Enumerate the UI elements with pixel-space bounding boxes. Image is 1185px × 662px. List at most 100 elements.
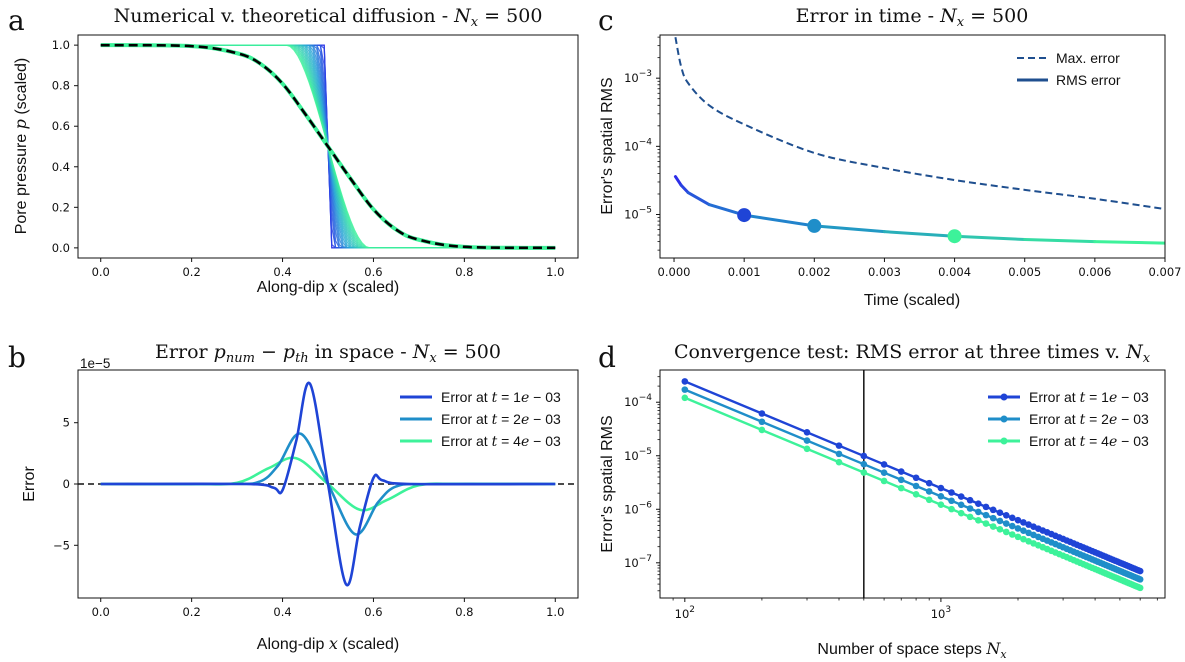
panel-d-title: Convergence test: RMS error at three tim…: [674, 341, 1151, 366]
panel-d-series-point: [957, 493, 965, 500]
panel-d-ytick-label: 10−7: [624, 554, 652, 570]
panel-d-series-point: [835, 450, 843, 458]
panel-d-series-point: [982, 520, 990, 527]
panel-d-ytick-label: 10−6: [624, 500, 652, 516]
legend-d-marker-1: [1000, 393, 1008, 401]
panel-d-series-point: [1025, 529, 1032, 537]
panel-c-rms-error-line: [1023, 237, 1097, 244]
panel-a-ylabel: Pore pressure p (scaled): [11, 58, 30, 235]
legend-d-label-2: Error at t = 2e − 03: [1029, 411, 1149, 428]
panel-d-series-point: [880, 461, 888, 468]
panel-b-ytick-label: 5: [63, 416, 70, 430]
panel-d-series-point: [1014, 533, 1022, 541]
panel-d-series-point: [925, 496, 933, 504]
panel-a-ytick-label: 0.2: [52, 200, 70, 214]
panel-c-xtick-label: 0.004: [938, 265, 971, 279]
panel-d-series-point: [860, 452, 868, 460]
panel-d-series-point: [989, 506, 997, 514]
panel-d-series-point: [966, 505, 974, 512]
panel-c-ytick-label: 10−4: [624, 137, 652, 153]
panel-d-series-point: [982, 511, 990, 519]
panel-d-series-point: [948, 505, 955, 513]
panel-c-rms-error-line: [1093, 240, 1165, 245]
panel-d-series-point: [1020, 535, 1027, 543]
panel-d-series-point: [912, 474, 920, 482]
panel-b-ytick-label: 0: [63, 477, 70, 491]
panel-d-series-point: [803, 428, 811, 436]
legend-c-label-rms: RMS error: [1056, 72, 1121, 88]
panel-d-series-point: [996, 517, 1004, 525]
panel-d-series-point: [925, 488, 933, 495]
panel-a-xtick-label: 0.2: [182, 265, 200, 279]
panel-b-plot-area: [78, 381, 578, 587]
panel-b-multiplier: 1e−5: [80, 356, 110, 371]
panel-a-ytick-label: 0.4: [52, 160, 70, 174]
panel-a-xtick-label: 0.8: [455, 265, 473, 279]
panel-c-xtick-label: 0.007: [1149, 265, 1182, 279]
panel-d-series-point: [996, 509, 1004, 516]
panel-d-series-point: [975, 500, 982, 507]
panel-c-time-marker: [737, 208, 752, 223]
panel-c-ytick-label: 10−3: [624, 69, 652, 85]
panel-d-series-point: [803, 445, 811, 453]
panel-a-xtick-label: 0.0: [92, 265, 110, 279]
panel-d-frame: [659, 369, 1166, 599]
panel-c-ylabel: Error's spatial RMS: [599, 77, 616, 214]
panel-d-series-point: [948, 497, 955, 505]
legend-b-label-1: Error at t = 1e − 03: [441, 389, 561, 406]
panel-c-xlabel: Time (scaled): [864, 292, 960, 309]
panel-b-xtick-label: 1.0: [546, 605, 564, 619]
panel-b-title: Error pnum − pth in space - Nx = 500: [155, 341, 501, 366]
panel-b-xtick-label: 0.2: [182, 605, 200, 619]
panel-d-series-point: [912, 491, 920, 498]
panel-c-plot-area: [673, 36, 1165, 245]
panel-d-series-point: [897, 468, 905, 475]
panel-a-ytick-label: 1.0: [52, 38, 70, 52]
legend-d-label-1: Error at t = 1e − 03: [1029, 389, 1149, 406]
panel-d-series-point: [1002, 520, 1010, 527]
panel-c-rms-error-line: [953, 234, 1027, 241]
panel-c-legend: Max. error RMS error: [1017, 50, 1121, 88]
panel-label-a: a: [8, 4, 25, 37]
panel-label-c: c: [598, 4, 614, 37]
panel-d-series-point: [1008, 531, 1016, 538]
panel-d-xtick-label: 103: [931, 605, 951, 621]
panel-a-frame: [77, 34, 579, 259]
panel-d-plot-area: [681, 370, 1144, 598]
panel-d-series-point: [1020, 527, 1027, 535]
panel-c-xtick-label: 0.000: [658, 265, 691, 279]
panel-d-series-point: [681, 394, 689, 402]
panel-d-series-point: [1020, 519, 1027, 526]
panel-d-series-point: [966, 513, 974, 521]
panel-d-series-point: [1136, 584, 1144, 592]
panel-d-series-point: [897, 476, 905, 484]
panel-d-series-point: [1002, 512, 1010, 519]
panel-d-series-point: [937, 493, 945, 500]
panel-d-series-point: [975, 508, 982, 516]
panel-d-series-point: [860, 460, 868, 468]
panel-c-rms-error-line: [882, 230, 957, 238]
panel-b-xtick-label: 0.0: [92, 605, 110, 619]
panel-d-series-point: [803, 437, 811, 444]
panel-d-series-point: [1008, 514, 1016, 522]
panel-d-series-point: [897, 484, 905, 492]
panel-c-rms-error-line: [812, 224, 886, 234]
panel-d-series-point: [957, 501, 965, 509]
panel-a-theory-curve: [100, 43, 556, 250]
panel-d-ytick-label: 10−5: [624, 447, 652, 463]
panel-c-xtick-label: 0.002: [798, 265, 831, 279]
panel-d-series-point: [681, 386, 689, 393]
panel-c-xtick-label: 0.001: [728, 265, 761, 279]
panel-b-xtick-label: 0.4: [273, 605, 291, 619]
panel-d-series-point: [989, 523, 997, 530]
panel-c-rms-error-line: [686, 191, 711, 207]
panel-d-series-point: [1025, 521, 1032, 528]
panel-d-ytick-label: 10−4: [624, 393, 652, 409]
panel-d-series-point: [835, 442, 843, 449]
panel-a-xtick-label: 0.6: [364, 265, 382, 279]
panel-a-ytick-label: 0.0: [52, 241, 70, 255]
panel-d-series-point: [880, 469, 888, 476]
panel-d-series-point: [758, 410, 766, 417]
panel-a-xtick-label: 0.4: [273, 265, 291, 279]
panel-c-rms-error-line: [673, 175, 683, 187]
